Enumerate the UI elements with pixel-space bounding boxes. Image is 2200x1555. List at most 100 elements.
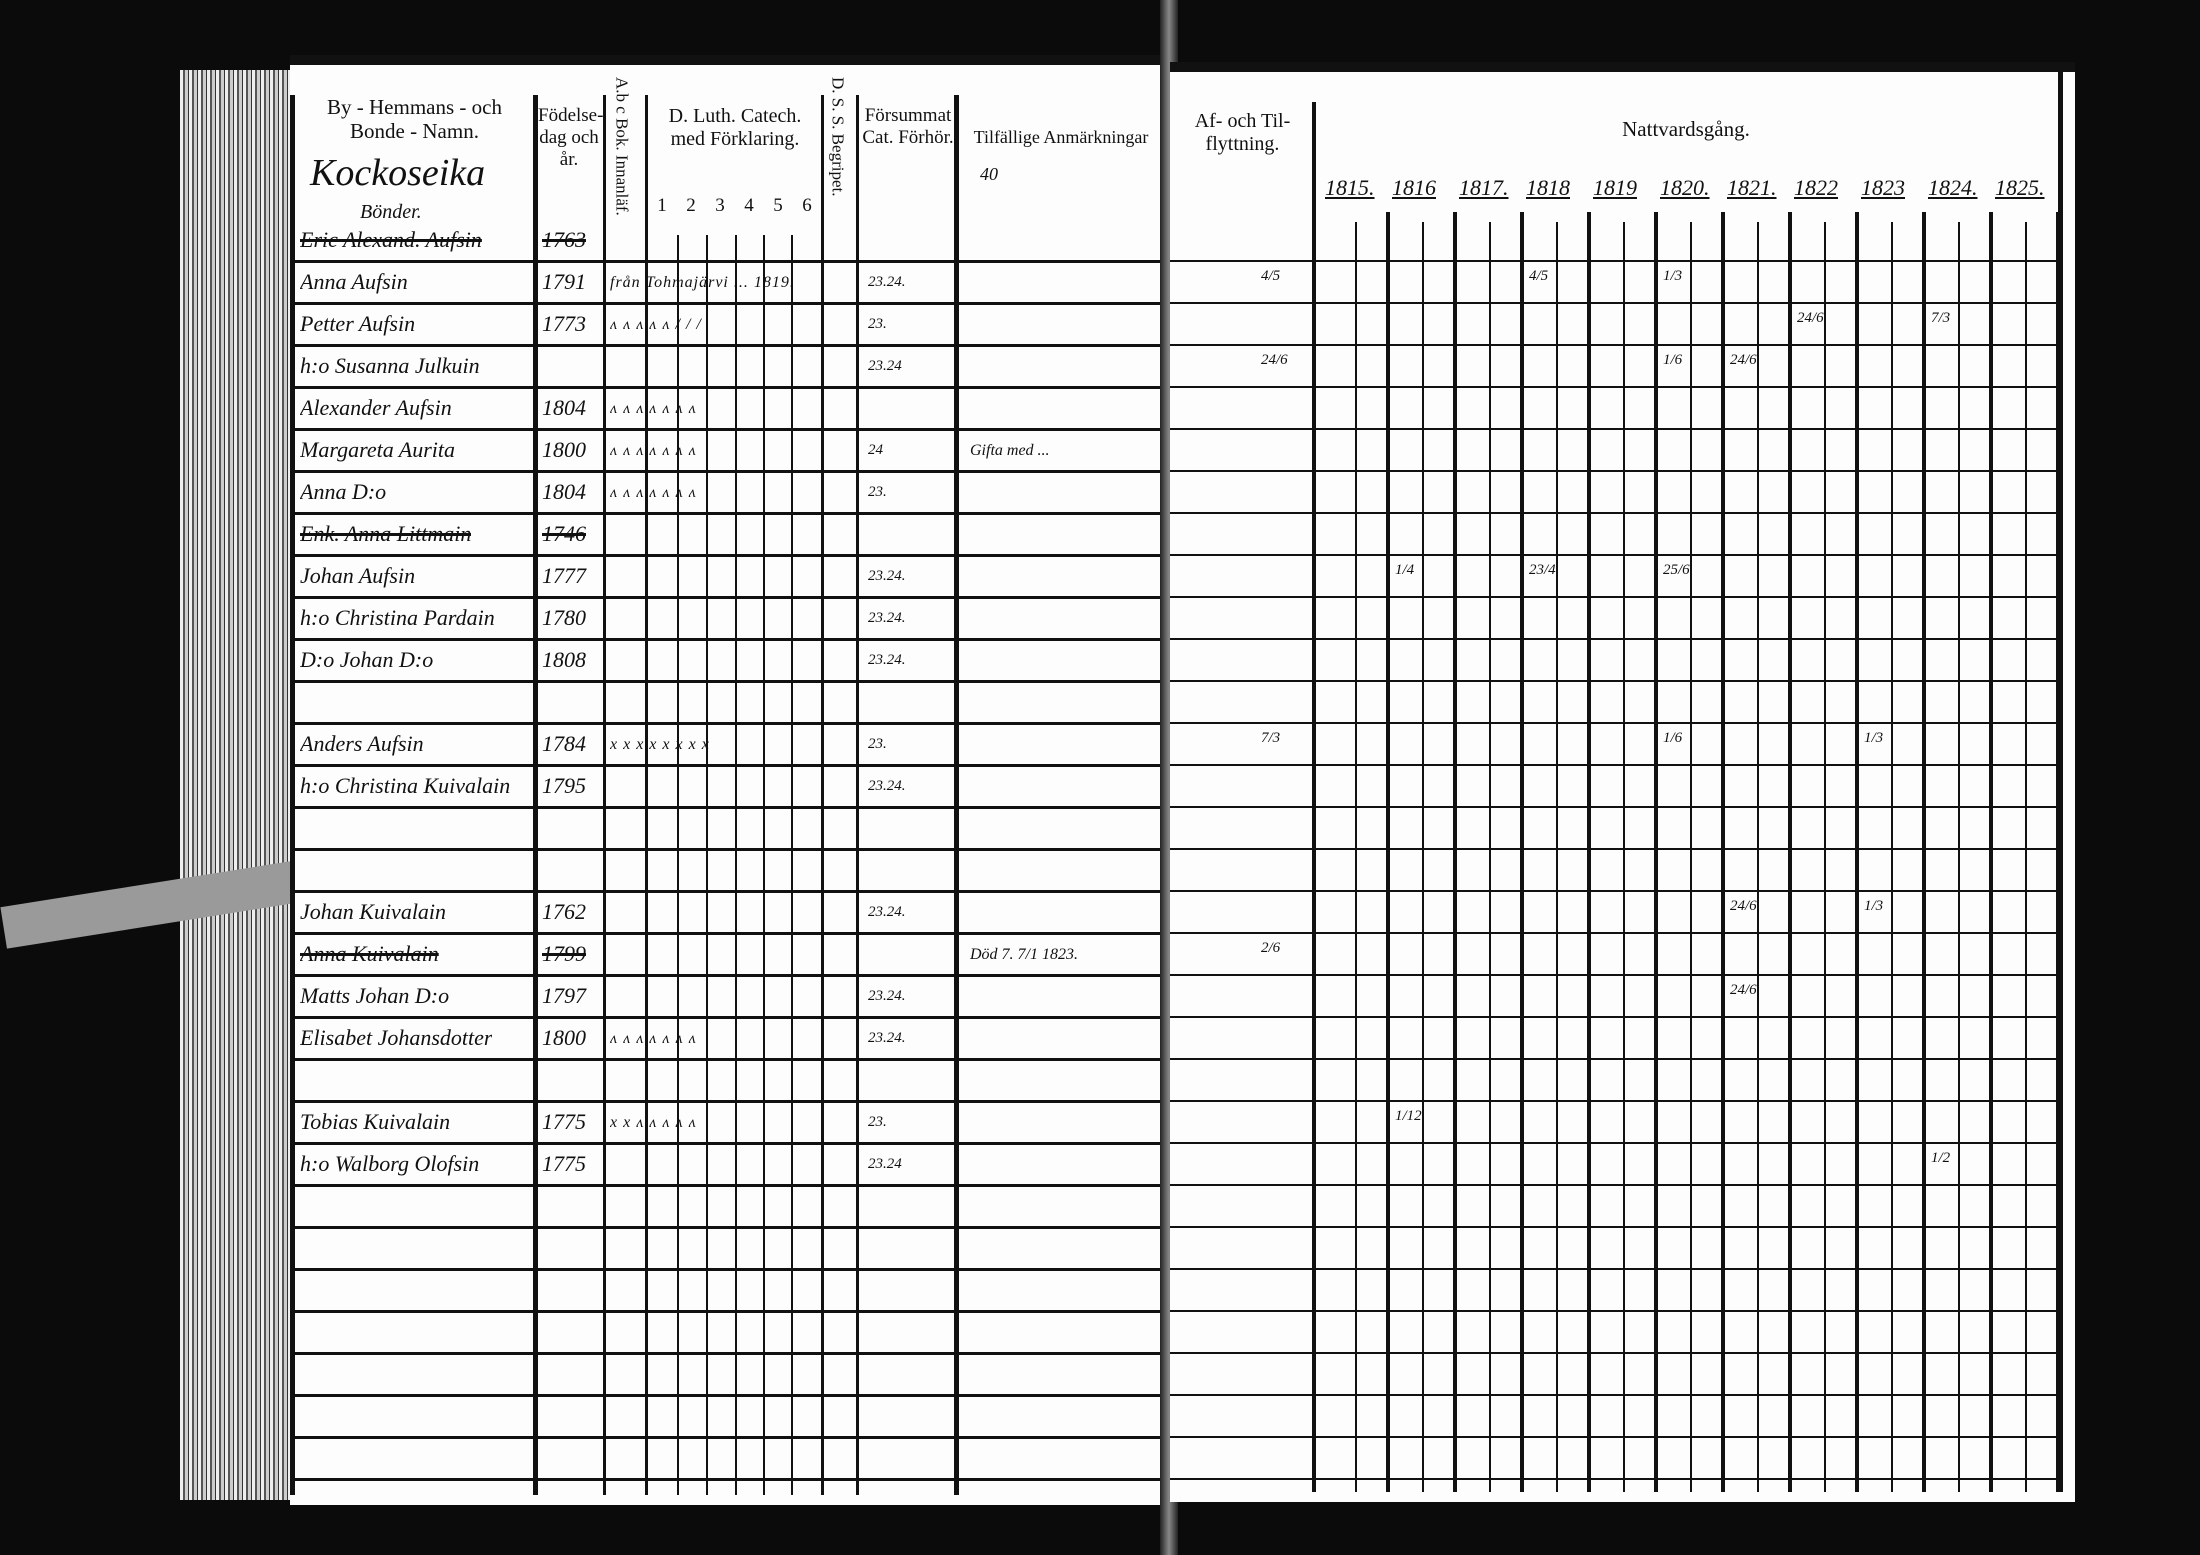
header-moving: Af- och Til- flyttning.: [1194, 110, 1291, 155]
column-rule: [290, 95, 295, 1495]
top-rule: [1170, 62, 2075, 72]
header-missed-catechism: Försummat Cat. Förhör.: [862, 105, 954, 148]
row-rule: [1170, 1058, 2060, 1060]
entry-name: Anders Aufsin: [300, 732, 424, 756]
column-rule: [603, 95, 606, 1495]
header-communion: Nattvardsgång.: [1622, 117, 1750, 141]
row-rule: [1170, 302, 2060, 304]
entry-birth-year: 1775: [542, 1109, 586, 1134]
row-rule: [290, 596, 1162, 599]
column-rule: [533, 95, 538, 1495]
entry-missed-hearings: 24: [868, 442, 883, 458]
entry-birth-year: 1795: [542, 773, 586, 798]
communion-mark: 24/6: [1730, 982, 1757, 998]
entry-name: Tobias Kuivalain: [300, 1110, 451, 1134]
entry-birth-year: 1763: [542, 227, 586, 252]
catechism-part-number: 6: [802, 195, 812, 216]
entry-reading-marks: ʌ ʌ ʌ ʌ ʌ ʌ ʌ: [610, 400, 697, 417]
year-column-rule: [1386, 212, 1390, 1492]
communion-mark: 24/6: [1797, 310, 1824, 326]
communion-mark: 25/6: [1663, 562, 1690, 578]
row-rule: [290, 974, 1162, 977]
entry-missed-hearings: 23.24.: [868, 1030, 906, 1046]
communion-mark: 1/3: [1864, 898, 1884, 914]
entry-reading-marks: ʌ ʌ ʌ ʌ ʌ ʌ ʌ: [610, 1030, 697, 1047]
row-rule: [290, 1478, 1162, 1481]
column-rule: [856, 95, 859, 1495]
year-column-rule: [1520, 212, 1524, 1492]
entry-reading-marks: från Tohmajärvi ... 1819.: [610, 274, 795, 291]
year-heading: 1820.: [1660, 175, 1710, 200]
entry-missed-hearings: 23.24.: [868, 988, 906, 1004]
entry-birth-year: 1784: [542, 731, 586, 756]
entry-missed-hearings: 23.24: [868, 1156, 902, 1172]
column-rule: [954, 95, 959, 1495]
header-name: By - Hemmans - och Bonde - Namn.: [327, 95, 502, 144]
row-rule: [290, 1310, 1162, 1313]
row-rule: [1170, 974, 2060, 976]
communion-mark: 1/3: [1663, 268, 1683, 284]
row-rule: [1170, 596, 2060, 598]
year-subcolumn-rule: [1556, 222, 1558, 1492]
catechism-part-number: 4: [744, 195, 754, 216]
row-rule: [1170, 1436, 2060, 1438]
row-rule: [1170, 1184, 2060, 1186]
column-rule: [1312, 102, 1316, 1492]
entry-birth-year: 1746: [542, 521, 586, 546]
row-rule: [1170, 1142, 2060, 1144]
row-rule: [290, 386, 1162, 389]
entry-missed-hearings: 23.: [868, 736, 887, 752]
entry-name: Eric Alexand. Aufsin: [300, 228, 482, 252]
entry-name: D:o Johan D:o: [300, 648, 434, 672]
entry-birth-year: 1804: [542, 479, 586, 504]
page-note: 40: [980, 164, 998, 184]
communion-mark: 1/6: [1663, 730, 1683, 746]
communion-mark: 1/12: [1395, 1108, 1422, 1124]
row-rule: [1170, 1352, 2060, 1354]
year-heading: 1815.: [1325, 175, 1375, 200]
row-rule: [290, 1268, 1162, 1271]
entry-reading-marks: x x x x x x x x: [610, 736, 710, 753]
communion-mark: 1/6: [1663, 352, 1683, 368]
row-rule: [1170, 1310, 2060, 1312]
row-rule: [290, 1226, 1162, 1229]
entry-missed-hearings: 23.24.: [868, 904, 906, 920]
communion-mark: 4/5: [1261, 268, 1281, 284]
header-birth: Födelse-dag och år.: [538, 105, 604, 170]
communion-mark: 7/3: [1931, 310, 1951, 326]
row-rule: [1170, 554, 2060, 556]
row-rule: [290, 1058, 1162, 1061]
row-rule: [1170, 638, 2060, 640]
subcolumn-rule: [706, 235, 708, 1495]
catechism-part-number: 5: [773, 195, 783, 216]
row-rule: [290, 848, 1162, 851]
subcolumn-rule: [735, 235, 737, 1495]
year-subcolumn-rule: [1355, 222, 1357, 1492]
year-subcolumn-rule: [1422, 222, 1424, 1492]
communion-mark: 23/4: [1529, 562, 1556, 578]
entry-name: h:o Christina Kuivalain: [300, 774, 511, 798]
top-rule: [290, 55, 1168, 65]
header-abc-book: A.b c Bok. Innanläf.: [612, 77, 632, 216]
row-rule: [290, 1394, 1162, 1397]
year-heading: 1822: [1794, 175, 1838, 200]
entry-missed-hearings: 23.24.: [868, 778, 906, 794]
year-subcolumn-rule: [1623, 222, 1625, 1492]
row-rule: [290, 1436, 1162, 1439]
entry-missed-hearings: 23.24.: [868, 610, 906, 626]
entry-birth-year: 1775: [542, 1151, 586, 1176]
year-column-rule: [2056, 212, 2060, 1492]
entry-birth-year: 1780: [542, 605, 586, 630]
communion-mark: 24/6: [1261, 352, 1288, 368]
year-subcolumn-rule: [1958, 222, 1960, 1492]
communion-mark: 7/3: [1261, 730, 1281, 746]
entry-name: Elisabet Johansdotter: [300, 1026, 493, 1050]
entry-birth-year: 1797: [542, 983, 586, 1008]
year-column-rule: [1721, 212, 1725, 1492]
entry-missed-hearings: 23.24: [868, 358, 902, 374]
entry-name: Petter Aufsin: [300, 312, 416, 336]
entry-name: Alexander Aufsin: [300, 396, 452, 420]
year-heading: 1824.: [1928, 175, 1978, 200]
year-column-rule: [1587, 212, 1591, 1492]
row-rule: [1170, 1016, 2060, 1018]
